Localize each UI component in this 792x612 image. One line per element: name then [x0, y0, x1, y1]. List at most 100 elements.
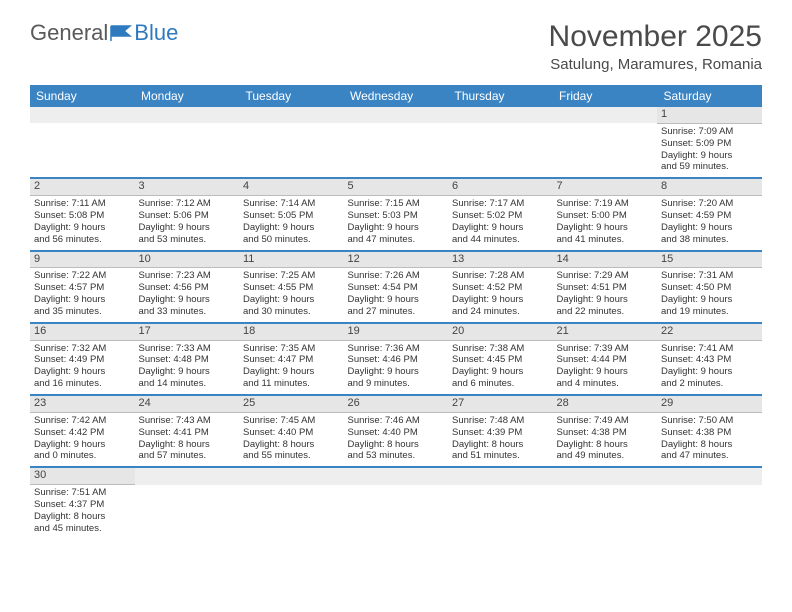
day-number-cell	[344, 107, 449, 123]
detail-line: and 30 minutes.	[243, 306, 340, 318]
day-detail-cell: Sunrise: 7:48 AMSunset: 4:39 PMDaylight:…	[448, 412, 553, 467]
day-number-cell: 6	[448, 178, 553, 195]
day-detail-cell: Sunrise: 7:11 AMSunset: 5:08 PMDaylight:…	[30, 196, 135, 251]
detail-line: Sunrise: 7:50 AM	[661, 415, 758, 427]
day-number-cell: 3	[135, 178, 240, 195]
detail-line: Daylight: 9 hours	[557, 222, 654, 234]
detail-line: Sunset: 4:41 PM	[139, 427, 236, 439]
detail-line: and 55 minutes.	[243, 450, 340, 462]
detail-line: and 53 minutes.	[139, 234, 236, 246]
detail-row: Sunrise: 7:09 AMSunset: 5:09 PMDaylight:…	[30, 123, 762, 178]
detail-line: Daylight: 8 hours	[452, 439, 549, 451]
detail-line: Sunset: 4:43 PM	[661, 354, 758, 366]
day-number-cell: 17	[135, 323, 240, 340]
detail-line: Sunset: 4:56 PM	[139, 282, 236, 294]
day-detail-cell	[448, 485, 553, 539]
detail-line: and 9 minutes.	[348, 378, 445, 390]
detail-line: Sunrise: 7:12 AM	[139, 198, 236, 210]
detail-line: Sunrise: 7:41 AM	[661, 343, 758, 355]
day-detail-cell: Sunrise: 7:45 AMSunset: 4:40 PMDaylight:…	[239, 412, 344, 467]
daynum-row: 16171819202122	[30, 323, 762, 340]
detail-line: Sunset: 5:06 PM	[139, 210, 236, 222]
day-number-cell	[135, 107, 240, 123]
detail-line: and 19 minutes.	[661, 306, 758, 318]
day-number-cell: 8	[657, 178, 762, 195]
detail-line: Daylight: 8 hours	[34, 511, 131, 523]
detail-line: Sunset: 4:44 PM	[557, 354, 654, 366]
detail-line: Sunset: 4:38 PM	[661, 427, 758, 439]
detail-line: Sunrise: 7:35 AM	[243, 343, 340, 355]
day-header: Sunday	[30, 85, 135, 107]
day-number-cell: 24	[135, 395, 240, 412]
day-detail-cell	[135, 485, 240, 539]
detail-line: Daylight: 9 hours	[34, 439, 131, 451]
detail-line: Sunset: 4:59 PM	[661, 210, 758, 222]
detail-line: Sunrise: 7:29 AM	[557, 270, 654, 282]
day-number-cell: 13	[448, 251, 553, 268]
detail-line: Sunrise: 7:28 AM	[452, 270, 549, 282]
detail-line: Sunset: 4:51 PM	[557, 282, 654, 294]
detail-line: Daylight: 9 hours	[557, 294, 654, 306]
detail-line: Sunset: 4:38 PM	[557, 427, 654, 439]
flag-icon	[110, 24, 132, 42]
detail-line: Daylight: 8 hours	[348, 439, 445, 451]
day-number-cell	[239, 107, 344, 123]
detail-line: Sunrise: 7:36 AM	[348, 343, 445, 355]
detail-line: and 38 minutes.	[661, 234, 758, 246]
detail-line: Sunset: 4:40 PM	[243, 427, 340, 439]
day-detail-cell: Sunrise: 7:25 AMSunset: 4:55 PMDaylight:…	[239, 268, 344, 323]
detail-line: Sunset: 5:09 PM	[661, 138, 758, 150]
day-detail-cell: Sunrise: 7:38 AMSunset: 4:45 PMDaylight:…	[448, 340, 553, 395]
day-number-cell: 19	[344, 323, 449, 340]
day-number-cell: 21	[553, 323, 658, 340]
day-detail-cell: Sunrise: 7:26 AMSunset: 4:54 PMDaylight:…	[344, 268, 449, 323]
day-number-cell: 11	[239, 251, 344, 268]
day-number-cell	[657, 467, 762, 484]
detail-line: Sunset: 4:42 PM	[34, 427, 131, 439]
detail-line: Sunset: 4:52 PM	[452, 282, 549, 294]
day-detail-cell: Sunrise: 7:31 AMSunset: 4:50 PMDaylight:…	[657, 268, 762, 323]
day-detail-cell: Sunrise: 7:20 AMSunset: 4:59 PMDaylight:…	[657, 196, 762, 251]
day-detail-cell: Sunrise: 7:43 AMSunset: 4:41 PMDaylight:…	[135, 412, 240, 467]
day-detail-cell	[239, 485, 344, 539]
detail-line: and 56 minutes.	[34, 234, 131, 246]
detail-line: and 33 minutes.	[139, 306, 236, 318]
day-detail-cell: Sunrise: 7:41 AMSunset: 4:43 PMDaylight:…	[657, 340, 762, 395]
detail-line: Daylight: 9 hours	[139, 222, 236, 234]
logo-text-2: Blue	[134, 20, 178, 46]
detail-line: and 44 minutes.	[452, 234, 549, 246]
day-detail-cell: Sunrise: 7:23 AMSunset: 4:56 PMDaylight:…	[135, 268, 240, 323]
day-detail-cell: Sunrise: 7:33 AMSunset: 4:48 PMDaylight:…	[135, 340, 240, 395]
detail-line: Sunrise: 7:09 AM	[661, 126, 758, 138]
detail-line: Sunset: 5:03 PM	[348, 210, 445, 222]
day-number-cell	[448, 467, 553, 484]
daynum-row: 30	[30, 467, 762, 484]
detail-line: and 49 minutes.	[557, 450, 654, 462]
detail-line: and 11 minutes.	[243, 378, 340, 390]
detail-line: Sunset: 4:47 PM	[243, 354, 340, 366]
detail-line: Daylight: 9 hours	[661, 294, 758, 306]
logo: General Blue	[30, 20, 178, 46]
detail-line: Sunset: 4:37 PM	[34, 499, 131, 511]
day-header: Monday	[135, 85, 240, 107]
day-number-cell: 18	[239, 323, 344, 340]
day-detail-cell: Sunrise: 7:50 AMSunset: 4:38 PMDaylight:…	[657, 412, 762, 467]
day-number-cell: 28	[553, 395, 658, 412]
day-detail-cell: Sunrise: 7:36 AMSunset: 4:46 PMDaylight:…	[344, 340, 449, 395]
detail-line: Sunrise: 7:25 AM	[243, 270, 340, 282]
day-detail-cell: Sunrise: 7:46 AMSunset: 4:40 PMDaylight:…	[344, 412, 449, 467]
detail-line: Sunrise: 7:38 AM	[452, 343, 549, 355]
day-number-cell: 7	[553, 178, 658, 195]
detail-line: Sunrise: 7:11 AM	[34, 198, 131, 210]
day-number-cell: 10	[135, 251, 240, 268]
detail-line: Daylight: 8 hours	[661, 439, 758, 451]
detail-row: Sunrise: 7:22 AMSunset: 4:57 PMDaylight:…	[30, 268, 762, 323]
daynum-row: 23242526272829	[30, 395, 762, 412]
day-detail-cell: Sunrise: 7:39 AMSunset: 4:44 PMDaylight:…	[553, 340, 658, 395]
day-number-cell: 9	[30, 251, 135, 268]
day-number-cell	[553, 467, 658, 484]
detail-row: Sunrise: 7:11 AMSunset: 5:08 PMDaylight:…	[30, 196, 762, 251]
detail-line: Sunrise: 7:15 AM	[348, 198, 445, 210]
detail-line: and 53 minutes.	[348, 450, 445, 462]
day-number-cell	[553, 107, 658, 123]
